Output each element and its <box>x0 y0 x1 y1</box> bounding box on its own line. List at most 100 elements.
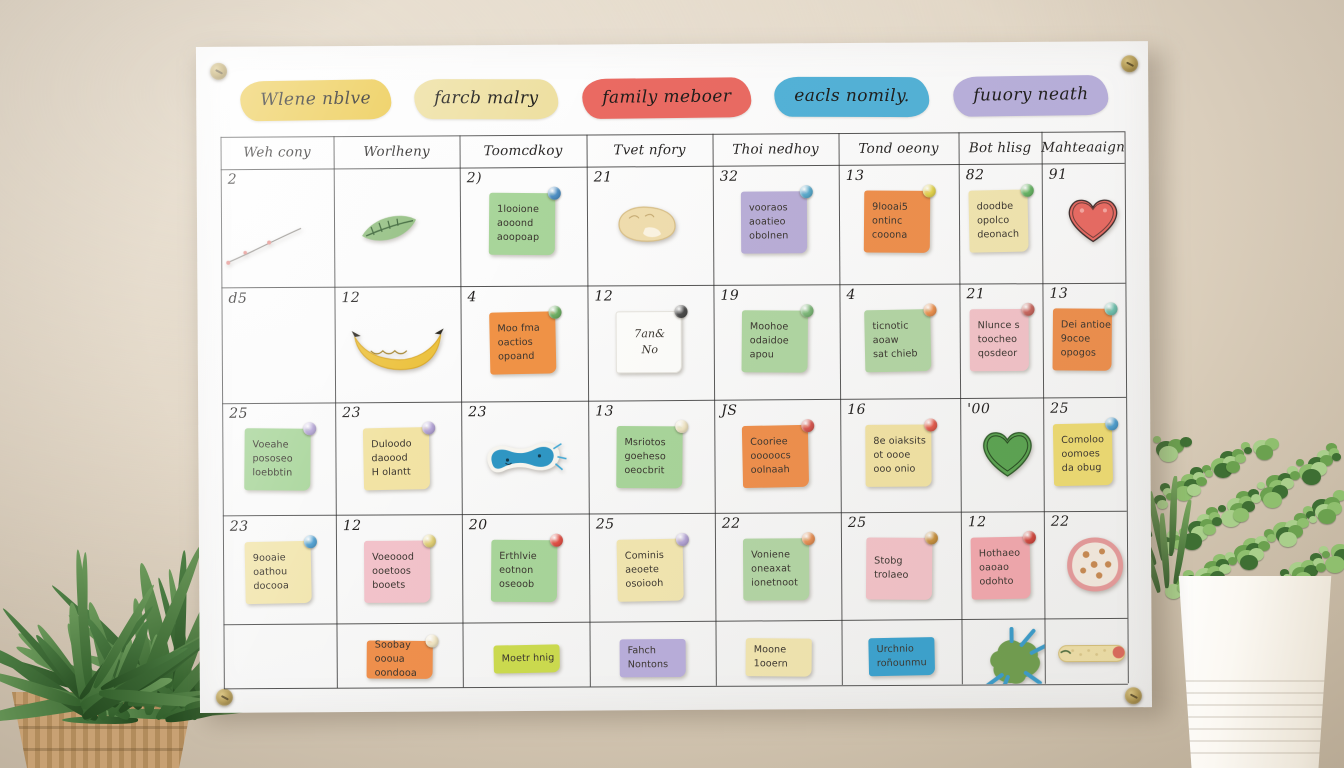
calendar-cell[interactable] <box>961 619 1045 685</box>
push-pin[interactable] <box>1105 417 1119 431</box>
push-pin[interactable] <box>801 532 815 546</box>
calendar-cell[interactable] <box>334 167 461 287</box>
calendar-cell[interactable]: 4 ticnotic aoaw sat chieb <box>839 283 960 399</box>
calendar-cell[interactable]: 32 vooraos aoatieo obolnen <box>713 165 840 285</box>
sticky-note[interactable]: Cooriee ooooocs oolnaah <box>741 424 810 489</box>
calendar-cell[interactable]: '00 <box>960 398 1044 512</box>
push-pin[interactable] <box>303 422 317 436</box>
push-pin[interactable] <box>924 531 938 545</box>
calendar-cell[interactable]: 23 9ooaie oathou docooa <box>223 515 337 624</box>
calendar-cell[interactable]: d5 <box>221 287 335 403</box>
chip-chore-name[interactable]: Wlene nblve <box>239 78 392 122</box>
calendar-cell[interactable]: 22 <box>1044 510 1128 619</box>
sticky-note[interactable]: Moone 1ooern <box>745 638 812 677</box>
calendar-cell[interactable]: 25 Stobg trolaeo <box>841 511 962 620</box>
chip-each-family[interactable]: eacls nomily. <box>774 76 930 118</box>
push-pin[interactable] <box>801 419 815 433</box>
calendar-cell[interactable]: 20 Erthlvie eotnon oseoob <box>462 514 590 623</box>
sticky-note[interactable]: Moo fma oactios opoand <box>489 311 557 375</box>
sticky-note[interactable]: Urchnio roñounmu <box>868 637 936 677</box>
push-pin[interactable] <box>422 421 436 435</box>
sticky-note[interactable]: 7an& No <box>615 311 682 374</box>
push-pin[interactable] <box>674 304 688 319</box>
push-pin[interactable] <box>800 304 814 318</box>
calendar-cell[interactable]: JS Cooriee ooooocs oolnaah <box>714 399 841 513</box>
sticky-note[interactable]: Cominis aeoete osoiooh <box>616 538 684 602</box>
push-pin[interactable] <box>675 532 690 547</box>
plant-leaf <box>1326 443 1337 453</box>
calendar-cell[interactable]: 19 Moohoe odaidoe apou <box>713 284 840 400</box>
calendar-cell[interactable]: 2 <box>221 168 335 288</box>
push-pin[interactable] <box>924 418 938 432</box>
sticky-note[interactable]: 8e oiaksits ot oooe ooo onio <box>865 424 932 487</box>
sticky-note[interactable]: Erthlvie eotnon oseoob <box>490 539 558 603</box>
calendar-cell[interactable]: 82 doodbe opolco deonach <box>959 164 1043 284</box>
calendar-cell[interactable]: 4 Moo fma oactios opoand <box>460 286 588 402</box>
calendar-cell[interactable]: Moetr hnig <box>462 622 589 688</box>
push-pin[interactable] <box>1104 302 1118 316</box>
chip-funny-neath[interactable]: fuuory neath <box>952 74 1109 117</box>
calendar-cell[interactable]: 13 Dei antioe 9ocoe opogos <box>1042 282 1126 398</box>
sticky-note[interactable]: Duloodo daoood H olantt <box>362 427 431 491</box>
push-pin[interactable] <box>675 419 689 434</box>
calendar-cell[interactable]: Soobay oooua oondooa <box>336 622 462 688</box>
push-pin[interactable] <box>422 534 437 548</box>
sticky-note[interactable]: Soobay oooua oondooa <box>366 640 433 679</box>
calendar-cell[interactable]: 12 Hothaeo oaoao odohto <box>961 511 1045 620</box>
sticky-note[interactable]: Stobg trolaeo <box>865 537 933 600</box>
chip-family-member[interactable]: family meboer <box>581 77 752 120</box>
calendar-cell[interactable]: Fahch Nontons <box>589 621 715 687</box>
sticky-note[interactable]: ticnotic aoaw sat chieb <box>864 309 932 373</box>
push-pin[interactable] <box>548 305 562 319</box>
sticky-note[interactable]: Msriotos goeheso oeocbrit <box>616 425 683 489</box>
calendar-cell[interactable]: 13 9looai5 ontinc cooona <box>839 164 960 284</box>
calendar-cell[interactable]: 25 Voeahe pososeo loebbtin <box>222 402 336 516</box>
calendar-cell[interactable] <box>223 623 336 689</box>
calendar-cell[interactable]: 2) 1looione aooond aoopoap <box>460 167 588 287</box>
push-pin[interactable] <box>922 184 936 198</box>
sticky-note[interactable]: Voeoood ooetoos booets <box>363 540 431 603</box>
calendar-cell[interactable]: 23 Duloodo daoood H olantt <box>335 401 462 515</box>
sticky-note[interactable]: Dei antioe 9ocoe opogos <box>1052 308 1112 371</box>
sticky-note[interactable]: Comoloo oomoes da obug <box>1052 422 1114 487</box>
push-pin[interactable] <box>549 533 564 547</box>
push-pin[interactable] <box>923 303 937 317</box>
calendar-cell[interactable]: 21 Nlunce s toocheo qosdeor <box>959 283 1043 399</box>
calendar-board[interactable]: Wlene nblve farcb malry family meboer eacls… <box>195 41 1169 723</box>
sticky-note[interactable]: Hothaeo oaoao odohto <box>970 536 1031 600</box>
push-pin[interactable] <box>1021 302 1035 316</box>
calendar-cell[interactable]: 13 Msriotos goeheso oeocbrit <box>588 400 715 514</box>
push-pin[interactable] <box>1022 530 1036 544</box>
sticky-note[interactable]: Moohoe odaidoe apou <box>741 310 808 373</box>
push-pin[interactable] <box>547 186 561 200</box>
calendar-cell[interactable]: 12 7an& No <box>587 285 714 401</box>
calendar-cell[interactable]: 25 Cominis aeoete osoiooh <box>589 513 716 622</box>
sticky-note[interactable]: 1looione aooond aoopoap <box>488 192 556 256</box>
push-pin[interactable] <box>1020 183 1034 197</box>
calendar-grid[interactable]: Weh cony Worlheny Toomcdkoy Tvet nfory Thoi … <box>220 131 1130 690</box>
sticky-note[interactable]: vooraos aoatieo obolnen <box>740 191 808 254</box>
calendar-cell[interactable]: 23 <box>461 401 589 515</box>
chip-point-value[interactable]: farcb malry <box>414 79 559 120</box>
calendar-cell[interactable]: 12 Voeoood ooetoos booets <box>336 514 463 623</box>
sticky-note[interactable]: Moetr hnig <box>493 644 560 674</box>
calendar-cell[interactable]: Moone 1ooern <box>715 620 841 686</box>
sticky-note[interactable]: Voniene oneaxat ionetnoot <box>742 538 810 601</box>
push-pin[interactable] <box>425 634 439 648</box>
calendar-cell[interactable]: 12 <box>334 286 461 402</box>
sticky-note[interactable]: Nlunce s toocheo qosdeor <box>969 308 1029 372</box>
sticky-note[interactable]: 9ooaie oathou docooa <box>244 540 312 605</box>
calendar-cell[interactable]: 25 Comoloo oomoes da obug <box>1043 397 1127 511</box>
push-pin[interactable] <box>303 535 318 549</box>
push-pin[interactable] <box>799 185 813 199</box>
sticky-note[interactable]: doodbe opolco deonach <box>968 189 1029 253</box>
sticky-note[interactable]: Fahch Nontons <box>619 638 686 678</box>
sticky-note[interactable]: Voeahe pososeo loebbtin <box>244 428 311 491</box>
calendar-cell[interactable]: 22 Voniene oneaxat ionetnoot <box>715 512 842 621</box>
calendar-cell[interactable]: 16 8e oiaksits ot oooe ooo onio <box>840 398 961 512</box>
calendar-cell[interactable]: 91 <box>1042 163 1126 283</box>
sticky-note[interactable]: 9looai5 ontinc cooona <box>863 190 931 253</box>
calendar-cell[interactable]: Urchnio roñounmu <box>841 619 961 685</box>
calendar-cell[interactable]: 21 <box>587 166 714 286</box>
calendar-cell[interactable] <box>1044 618 1127 684</box>
